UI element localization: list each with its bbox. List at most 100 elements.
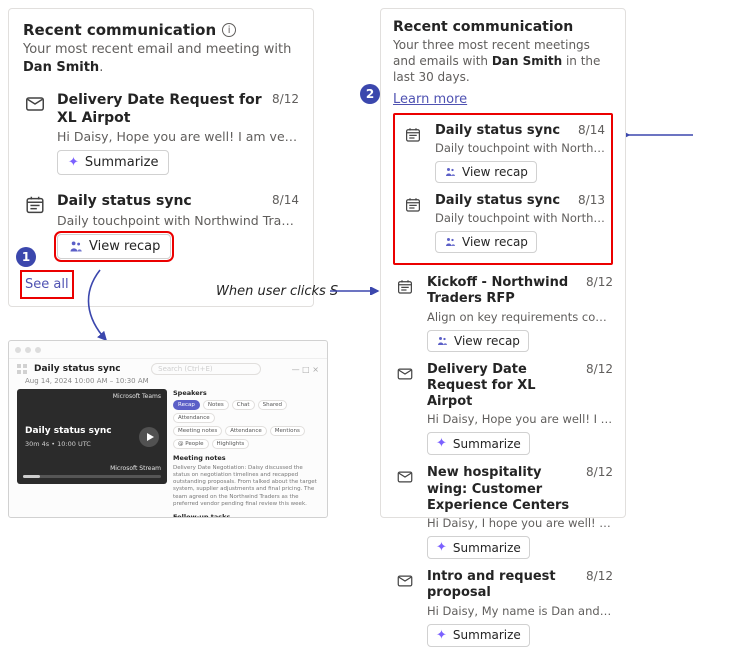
left-recent-communication-panel: Recent communication i Your most recent … bbox=[8, 8, 314, 307]
annotation-highlight-box: Daily status sync 8/14 Daily touchpoint wi… bbox=[393, 113, 613, 266]
teams-icon bbox=[444, 236, 456, 248]
recap-tab[interactable]: Attendance bbox=[173, 413, 215, 423]
recap-filter-pill[interactable]: Attendance bbox=[225, 426, 267, 436]
recap-window-sub: Aug 14, 2024 10:00 AM – 10:30 AM bbox=[9, 377, 327, 389]
item-title: Delivery Date Request for XL Airpot bbox=[427, 362, 578, 411]
item-title: Daily status sync bbox=[435, 193, 560, 209]
view-recap-button[interactable]: View recap bbox=[427, 330, 529, 352]
email-item[interactable]: New hospitality wing: Customer Experienc… bbox=[393, 461, 613, 565]
followup-heading: Follow-up tasks bbox=[173, 513, 319, 518]
arrow-into-right-panel bbox=[625, 131, 695, 139]
summarize-button[interactable]: ✦Summarize bbox=[427, 432, 530, 455]
email-snippet: Hi Daisy, Hope you are well! I am very i… bbox=[57, 129, 299, 144]
play-icon[interactable] bbox=[139, 427, 159, 447]
learn-more-link[interactable]: Learn more bbox=[393, 92, 467, 107]
speakers-label: Speakers bbox=[173, 389, 319, 397]
item-snippet: Hi Daisy, Hope you are well! I am very i… bbox=[427, 412, 613, 426]
mail-icon bbox=[393, 465, 417, 489]
left-panel-title: Recent communication bbox=[23, 21, 216, 39]
view-recap-button[interactable]: View recap bbox=[435, 231, 537, 253]
recap-video-player[interactable]: Microsoft Teams Daily status sync 30m 4s… bbox=[17, 389, 167, 484]
calendar-icon bbox=[23, 193, 47, 217]
recap-search-input[interactable]: Search (Ctrl+E) bbox=[151, 363, 261, 375]
teams-icon bbox=[436, 335, 448, 347]
email-item[interactable]: Delivery Date Request for XL Airpot 8/12… bbox=[23, 86, 299, 187]
right-panel-title: Recent communication bbox=[393, 19, 613, 35]
item-title: Intro and request proposal bbox=[427, 569, 578, 602]
item-snippet: Daily touchpoint with Northwind Traders bbox=[435, 211, 605, 225]
sparkle-icon: ✦ bbox=[436, 436, 447, 451]
mail-icon bbox=[23, 92, 47, 116]
calendar-icon bbox=[401, 123, 425, 147]
meeting-item[interactable]: Kickoff - Northwind Traders RFP 8/12 Align… bbox=[393, 271, 613, 358]
annotation-badge-2: 2 bbox=[360, 84, 380, 104]
info-icon[interactable]: i bbox=[222, 23, 236, 37]
right-recent-communication-panel: Recent communication Your three most rec… bbox=[380, 8, 626, 518]
item-snippet: Daily touchpoint with Northwind Traders bbox=[435, 141, 605, 155]
annotation-note: When user clicks S bbox=[216, 284, 338, 299]
sparkle-icon: ✦ bbox=[436, 628, 447, 643]
meeting-snippet: Daily touchpoint with Northwind Traders bbox=[57, 213, 299, 228]
video-progress[interactable] bbox=[23, 475, 161, 478]
meeting-item[interactable]: Daily status sync 8/14 Daily touchpoint … bbox=[23, 187, 299, 271]
calendar-icon bbox=[393, 275, 417, 299]
see-all-link[interactable]: See all bbox=[23, 273, 71, 296]
summarize-button[interactable]: ✦ Summarize bbox=[57, 150, 169, 175]
item-date: 8/12 bbox=[586, 569, 613, 583]
annotation-badge-1: 1 bbox=[16, 247, 36, 267]
meeting-notes-heading: Meeting notes bbox=[173, 454, 319, 462]
right-panel-subtitle: Your three most recent meetings and emai… bbox=[393, 37, 613, 86]
item-snippet: Hi Daisy, My name is Dan and I work with… bbox=[427, 604, 613, 618]
item-title: Kickoff - Northwind Traders RFP bbox=[427, 275, 578, 308]
meeting-date: 8/14 bbox=[272, 193, 299, 207]
recap-pill-row: Meeting notesAttendanceMentions @ PeopleH… bbox=[173, 426, 319, 449]
sparkle-icon: ✦ bbox=[436, 540, 447, 555]
window-controls[interactable]: — □ × bbox=[292, 365, 319, 374]
view-recap-button[interactable]: View recap bbox=[435, 161, 537, 183]
summarize-button[interactable]: ✦Summarize bbox=[427, 536, 530, 559]
meeting-item[interactable]: Daily status sync 8/14 Daily touchpoint wi… bbox=[401, 119, 605, 189]
left-panel-subtitle: Your most recent email and meeting with … bbox=[23, 41, 299, 76]
recap-side-column: Speakers RecapNotesChatSharedAttendance … bbox=[173, 389, 319, 518]
recap-filter-pill[interactable]: @ People bbox=[173, 439, 209, 449]
email-title: Delivery Date Request for XL Airpot bbox=[57, 92, 264, 127]
window-titlebar bbox=[9, 341, 327, 359]
summarize-button[interactable]: ✦Summarize bbox=[427, 624, 530, 647]
email-date: 8/12 bbox=[272, 92, 299, 106]
brand-teams: Microsoft Teams bbox=[113, 393, 161, 400]
item-date: 8/14 bbox=[578, 123, 605, 137]
item-date: 8/12 bbox=[586, 275, 613, 289]
sparkle-icon: ✦ bbox=[68, 155, 79, 170]
meeting-title: Daily status sync bbox=[57, 193, 192, 211]
meeting-item[interactable]: Daily status sync 8/13 Daily touchpoint wi… bbox=[401, 189, 605, 259]
brand-stream: Microsoft Stream bbox=[110, 465, 161, 472]
teams-recap-window: Daily status sync Search (Ctrl+E) — □ × … bbox=[8, 340, 328, 518]
recap-window-title: Daily status sync bbox=[34, 364, 121, 374]
mail-icon bbox=[393, 569, 417, 593]
recap-tab[interactable]: Recap bbox=[173, 400, 200, 410]
email-item[interactable]: Intro and request proposal 8/12 Hi Daisy, … bbox=[393, 565, 613, 653]
recap-tab[interactable]: Notes bbox=[203, 400, 229, 410]
recap-tab[interactable]: Shared bbox=[258, 400, 287, 410]
mail-icon bbox=[393, 362, 417, 386]
teams-icon bbox=[444, 166, 456, 178]
recap-tab[interactable]: Chat bbox=[232, 400, 255, 410]
app-grid-icon[interactable] bbox=[17, 364, 28, 375]
calendar-icon bbox=[401, 193, 425, 217]
teams-icon bbox=[68, 239, 83, 254]
item-title: Daily status sync bbox=[435, 123, 560, 139]
item-title: New hospitality wing: Customer Experienc… bbox=[427, 465, 578, 514]
item-date: 8/12 bbox=[586, 465, 613, 479]
item-snippet: Hi Daisy, I hope you are well! Our team … bbox=[427, 516, 613, 530]
recap-filter-pill[interactable]: Mentions bbox=[270, 426, 305, 436]
email-item[interactable]: Delivery Date Request for XL Airpot 8/12 H… bbox=[393, 358, 613, 462]
view-recap-button[interactable]: View recap bbox=[57, 234, 171, 259]
recap-tabs: RecapNotesChatShared Attendance bbox=[173, 400, 319, 423]
item-date: 8/13 bbox=[578, 193, 605, 207]
recap-filter-pill[interactable]: Highlights bbox=[212, 439, 250, 449]
recap-filter-pill[interactable]: Meeting notes bbox=[173, 426, 222, 436]
left-panel-title-row: Recent communication i bbox=[23, 21, 299, 39]
meeting-notes-text: Delivery Date Negotiation: Daisy discuss… bbox=[173, 465, 319, 508]
item-date: 8/12 bbox=[586, 362, 613, 376]
item-snippet: Align on key requirements coming in the … bbox=[427, 310, 613, 324]
